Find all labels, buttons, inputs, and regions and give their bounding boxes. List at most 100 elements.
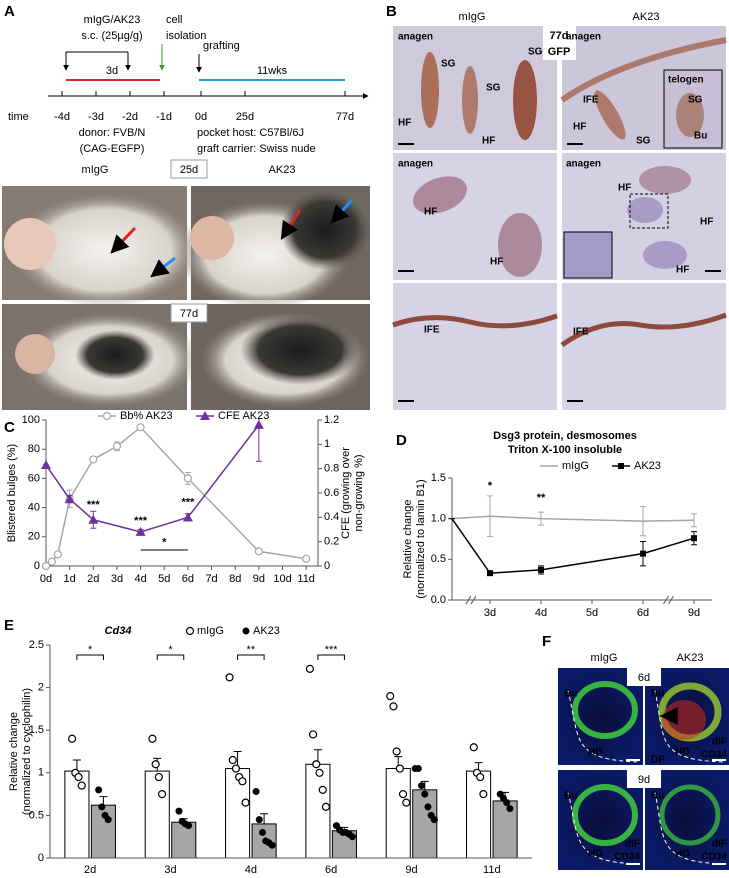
photo-fur [75, 330, 155, 380]
structure-label: SG [636, 136, 651, 147]
donor-label: (CAG-EGFP) [80, 143, 145, 155]
marker [398, 789, 408, 799]
significance: *** [87, 499, 101, 511]
structure-label: anagen [566, 159, 601, 170]
marker [74, 772, 83, 782]
stain-label: dIF [712, 839, 727, 850]
x-tick-label: 9d [405, 864, 417, 876]
legend-label: Bb% AK23 [120, 410, 173, 422]
marker [469, 743, 478, 752]
y-tick-label: 40 [28, 502, 40, 514]
panel-label: E [4, 617, 14, 634]
structure-label: IFE [583, 95, 599, 106]
x-tick-label: 1d [64, 573, 76, 585]
x-tick-label: 7d [205, 573, 217, 585]
x-tick-label: 2d [84, 864, 96, 876]
significance-bracket [156, 654, 185, 660]
marker [68, 734, 77, 743]
marker [430, 816, 438, 824]
bar [144, 770, 170, 859]
x-tick-label: 8d [229, 573, 241, 585]
marker [238, 777, 247, 786]
blue-arrow [150, 256, 176, 278]
marker [104, 816, 112, 824]
column-label: mIgG [82, 164, 109, 176]
dif-signal [662, 700, 706, 740]
marker [640, 550, 646, 557]
marker [506, 805, 514, 813]
epidermis [560, 312, 727, 348]
follicle [627, 197, 663, 223]
y2-tick-label: 0.2 [324, 536, 339, 548]
x-tick-label: 3d [484, 607, 496, 619]
outline [567, 689, 726, 865]
donor-label: donor: FVB/N [79, 127, 146, 139]
panel-label: B [386, 3, 397, 20]
series-line [451, 515, 695, 522]
photo-ear [15, 334, 55, 374]
structure-label: Bu [564, 689, 577, 700]
error-bar [99, 796, 108, 806]
marker [268, 841, 276, 849]
axis-title: Blistered bulges (%) [6, 444, 18, 542]
structure-label: HF [424, 207, 437, 218]
marker [185, 626, 195, 636]
y2-tick-label: 0.4 [324, 511, 339, 523]
follicle [594, 90, 626, 140]
span-label: 11wks [257, 65, 288, 77]
stain-label: CD34 [701, 750, 727, 761]
span-label: 3d [106, 65, 118, 77]
y-tick-label: 1.0 [431, 513, 446, 525]
marker [305, 664, 315, 673]
treatment-label: s.c. (25µg/g) [81, 30, 142, 42]
marker [200, 411, 210, 420]
follicle [413, 176, 467, 214]
series-line [45, 424, 260, 533]
marker [618, 463, 624, 469]
time-label: 77d [550, 30, 569, 42]
marker [148, 734, 157, 743]
error-bar [538, 511, 544, 526]
panel-label: A [4, 3, 15, 20]
y2-tick-label: 0.8 [324, 463, 339, 475]
structure-label: HG [588, 849, 603, 860]
micrographs [392, 26, 727, 410]
structure-label: telogen [668, 75, 704, 86]
red-arrow [280, 209, 302, 240]
marker [242, 627, 250, 635]
structure-label: Bu [651, 689, 664, 700]
y-tick-label: 80 [28, 443, 40, 455]
y-tick-label: 0.0 [431, 594, 446, 606]
structure-label: IFE [573, 327, 589, 338]
grafting-label: grafting [203, 40, 240, 52]
scale-bars [398, 143, 721, 402]
timeline-ticks [61, 91, 346, 96]
stain-label: dIF [712, 737, 727, 748]
error-bar [260, 813, 269, 824]
y-tick-label: 1.5 [29, 724, 44, 736]
marker [228, 755, 237, 765]
panel-label: C [4, 419, 15, 436]
epidermis [560, 37, 727, 103]
structure-label: HF [490, 257, 503, 268]
significance: * [488, 480, 493, 492]
structure-label: SG [688, 95, 703, 106]
follicle [643, 241, 687, 269]
timeline-tick-label: 25d [236, 111, 254, 123]
x-tick-label: 6d [325, 864, 337, 876]
structure-label: anagen [566, 32, 601, 43]
y-tick-label: 1.5 [431, 472, 446, 484]
y-tick-label: 1 [38, 767, 44, 779]
y2-tick-label: 0 [324, 560, 330, 572]
x-tick-label: 5d [158, 573, 170, 585]
marker [424, 803, 432, 811]
y-tick-label: 2 [38, 682, 44, 694]
cd34-ring [572, 784, 638, 846]
error-bar [640, 505, 646, 537]
y-tick-label: 0.5 [431, 553, 446, 565]
structure-label: Bu [651, 791, 664, 802]
series-line [45, 426, 307, 567]
follicle [676, 93, 704, 137]
y2-tick-label: 1.2 [324, 414, 339, 426]
